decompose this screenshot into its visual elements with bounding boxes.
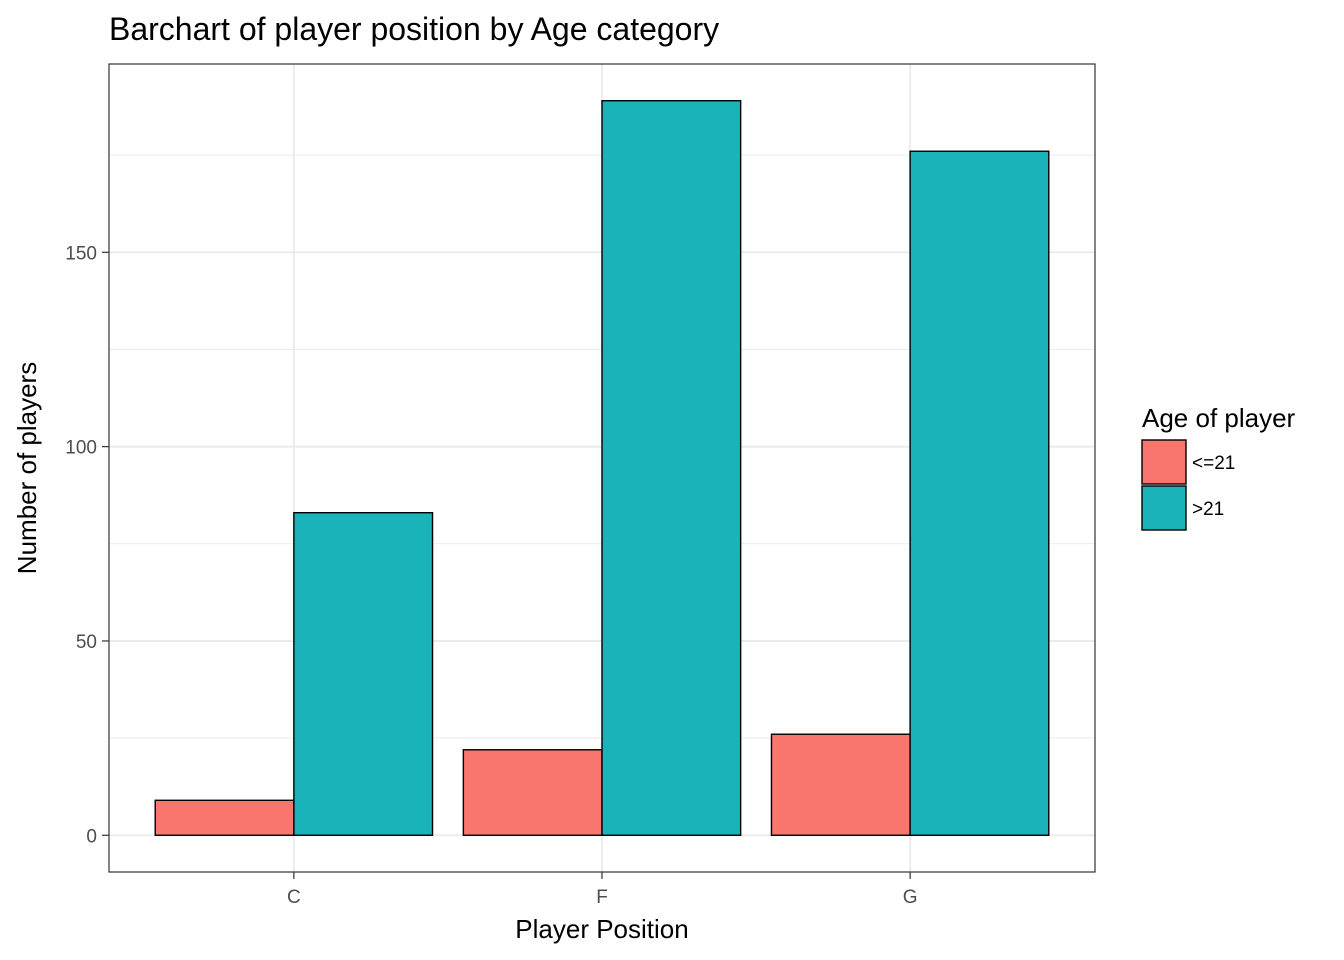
y-tick-label: 0 [86,826,97,847]
y-axis-title: Number of players [12,362,42,574]
y-tick-label: 100 [65,438,97,459]
legend-key-2 [1141,485,1187,531]
bar-g-series-2 [909,150,1050,836]
x-tick-label: C [287,887,301,908]
bars [154,100,1050,836]
y-axis: 0 50 100 150 [65,243,109,847]
legend-label-1: <=21 [1192,453,1235,474]
legend-label-2: >21 [1192,499,1224,520]
bar-c-series-2 [293,511,434,836]
legend-items: <=21 >21 [1141,439,1235,531]
y-tick-label: 150 [65,243,97,264]
x-tick-label: F [596,887,608,908]
bar-c-series-1 [154,799,295,836]
legend: Age of player <=21 >21 [1141,403,1296,531]
y-tick-label: 50 [76,632,97,653]
x-tick-label: G [903,887,918,908]
chart-title: Barchart of player position by Age categ… [109,11,719,47]
bar-f-series-1 [462,749,603,836]
legend-title: Age of player [1142,403,1296,433]
legend-key-1 [1141,439,1187,485]
x-axis-title: Player Position [515,914,688,944]
bar-f-series-2 [601,100,742,836]
bar-g-series-1 [770,733,911,836]
